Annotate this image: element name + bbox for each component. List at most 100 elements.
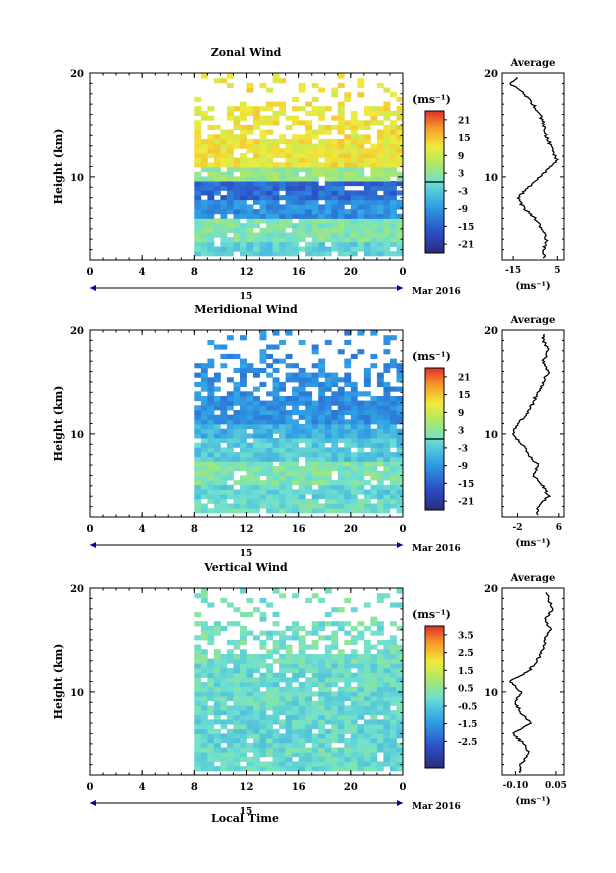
heatmap-cell [390,484,397,490]
heatmap-cell [213,204,221,210]
heatmap-cell [383,414,391,420]
heatmap-cell [298,489,306,495]
heatmap-cell [370,705,378,711]
heatmap-cell [207,405,215,411]
heatmap-cell [233,456,241,462]
heatmap-cell [390,756,397,762]
heatmap-cell [331,682,339,688]
heatmap-cell [376,381,384,387]
heatmap-cell [272,456,280,462]
heatmap-cell [200,742,208,748]
heatmap-cell [259,466,267,472]
heatmap-cell [390,251,397,257]
heatmap-cell [213,396,221,402]
heatmap-cell [272,761,280,767]
heatmap-cell [305,668,313,674]
heatmap-cell [337,143,345,149]
heatmap-cell [311,349,319,355]
heatmap-cell [390,714,397,720]
heatmap-cell [331,428,339,434]
heatmap-cell [253,148,260,154]
heatmap-cell [318,185,326,191]
heatmap-cell [337,686,345,692]
heatmap-cell [292,625,299,631]
heatmap-cell [363,213,371,219]
heatmap-cell [344,176,352,182]
heatmap-cell [226,167,234,173]
heatmap-cell [272,766,280,772]
heatmap-cell [213,508,221,514]
heatmap-cell [272,195,280,201]
heatmap-cell [194,414,202,420]
heatmap-cell [390,456,397,462]
heatmap-cell [285,396,293,402]
heatmap-cell [272,78,280,84]
heatmap-cell [285,223,293,229]
heatmap-cell [370,470,378,476]
heatmap-cell [363,686,371,692]
heatmap-cell [324,738,332,744]
heatmap-cell [344,391,352,397]
heatmap-cell [311,410,319,416]
heatmap-cell [376,176,384,182]
heatmap-cells [194,73,404,257]
heatmap-cell [259,424,267,430]
heatmap-cell [292,120,299,126]
heatmap-cell [311,223,319,229]
heatmap-cell [396,428,404,434]
heatmap-cell [318,508,326,514]
heatmap-cell [292,372,299,378]
heatmap-cell [344,719,352,725]
heatmap-cell [331,241,339,247]
heatmap-cell [331,372,339,378]
heatmap-cell [331,195,339,201]
heatmap-cell [207,386,215,392]
heatmap-cell [305,766,313,772]
heatmap-cell [246,747,254,753]
heatmap-cell [383,428,391,434]
average-y-tick-label: 10 [484,688,498,699]
heatmap-cell [370,438,378,444]
heatmap-cell [279,508,286,514]
heatmap-cell [376,372,384,378]
heatmap-cell [376,475,384,481]
heatmap-cell [266,663,273,669]
heatmap-cell [194,766,202,772]
heatmap-cell [331,696,339,702]
heatmap-cell [233,419,241,425]
heatmap-cell [331,738,339,744]
heatmap-cell [279,181,286,187]
heatmap-cell [240,663,247,669]
heatmap-cell [337,480,345,486]
heatmap-cell [370,658,378,664]
heatmap-cell [298,428,306,434]
heatmap-cell [344,143,352,149]
date-bar-arrow [397,285,403,291]
heatmap-cell [246,654,254,660]
heatmap-cell [337,232,345,238]
heatmap-cell [207,738,215,744]
heatmap-cell [194,738,202,744]
heatmap-cell [305,470,313,476]
heatmap-cell [226,691,234,697]
heatmap-cell [279,405,286,411]
heatmap-cell [272,367,280,373]
heatmap-cell [226,162,234,168]
heatmap-cell [396,396,404,402]
heatmap-cell [266,654,273,660]
heatmap-cell [350,719,358,725]
heatmap-cell [226,171,234,177]
average-title: Average [510,58,556,69]
heatmap-cell [337,213,345,219]
heatmap-cell [324,227,332,233]
heatmap-cell [266,724,273,730]
heatmap-cell [240,223,247,229]
heatmap-cell [390,428,397,434]
heatmap-cell [396,400,404,406]
heatmap-cell [318,171,326,177]
heatmap-cell [311,414,319,420]
average-x-tick-label: -0.10 [503,781,529,791]
heatmap-cell [246,400,254,406]
heatmap-cell [357,405,365,411]
heatmap-cell [396,414,404,420]
